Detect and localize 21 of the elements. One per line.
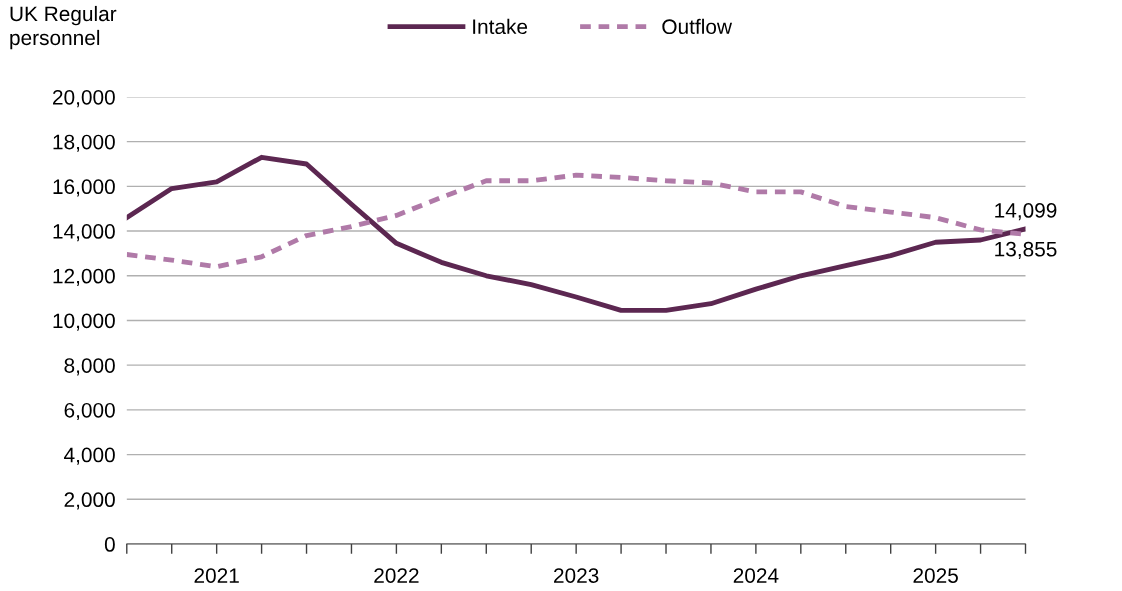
legend-label: Outflow [662,18,733,35]
y-tick-label: 12,000 [53,268,115,286]
y-tick-label: 0 [104,537,115,552]
y-tick-label: 4,000 [64,447,115,465]
y-tick-label: 16,000 [53,179,115,197]
x-tick-label: 2022 [374,568,419,583]
data-label: 13,855 [995,241,1057,259]
y-tick-label: 2,000 [64,492,115,510]
y-tick-label: 20,000 [53,89,115,108]
x-tick-label: 2024 [733,568,779,583]
y-tick-label: 6,000 [64,402,115,421]
y-tick-label: 18,000 [53,134,115,152]
y-tick-label: 10,000 [53,313,115,331]
legend-label: Intake [473,18,528,35]
y-tick-label: 14,000 [53,224,115,242]
y-axis-title: UK Regular personnel [10,5,117,50]
x-tick-label: 2025 [913,568,958,583]
x-tick-label: 2023 [554,568,599,583]
y-tick-label: 8,000 [64,358,115,376]
data-label: 14,099 [995,203,1057,221]
x-tick-label: 2021 [194,568,239,583]
